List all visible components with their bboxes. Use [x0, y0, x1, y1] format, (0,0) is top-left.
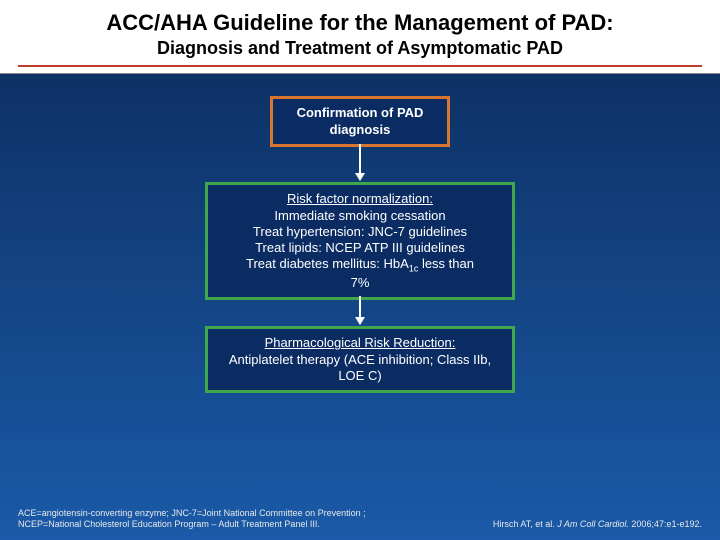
node-risk-l5: 7%: [351, 275, 370, 290]
citation-post: 2006;47:e1-e192.: [629, 519, 702, 529]
slide-header: ACC/AHA Guideline for the Management of …: [0, 0, 720, 74]
node-risk-l3: Treat lipids: NCEP ATP III guidelines: [255, 240, 465, 255]
slide-subtitle: Diagnosis and Treatment of Asymptomatic …: [18, 38, 702, 59]
node-confirmation: Confirmation of PAD diagnosis: [270, 96, 450, 147]
node-confirmation-line2: diagnosis: [330, 122, 391, 137]
footnote-abbrev: ACE=angiotensin-converting enzyme; JNC-7…: [18, 508, 366, 531]
footnote-citation: Hirsch AT, et al. J Am Coll Cardiol. 200…: [493, 519, 702, 530]
citation-pre: Hirsch AT, et al.: [493, 519, 557, 529]
node-pharm-l2: LOE C): [338, 368, 381, 383]
node-confirmation-line1: Confirmation of PAD: [297, 105, 424, 120]
arrow-1: [359, 144, 361, 180]
node-risk-l1: Immediate smoking cessation: [274, 208, 445, 223]
node-risk-factors: Risk factor normalization: Immediate smo…: [205, 182, 515, 300]
divider-redline: [18, 65, 702, 67]
node-risk-l2: Treat hypertension: JNC-7 guidelines: [253, 224, 467, 239]
flowchart-canvas: Confirmation of PAD diagnosis Risk facto…: [0, 74, 720, 504]
node-pharmacological: Pharmacological Risk Reduction: Antiplat…: [205, 326, 515, 393]
slide-title: ACC/AHA Guideline for the Management of …: [18, 10, 702, 36]
node-risk-l4-sub: 1c: [409, 264, 419, 274]
citation-ital: J Am Coll Cardiol.: [557, 519, 629, 529]
node-risk-heading: Risk factor normalization:: [287, 191, 433, 206]
abbrev-line1: ACE=angiotensin-converting enzyme; JNC-7…: [18, 508, 366, 518]
abbrev-line2: NCEP=National Cholesterol Education Prog…: [18, 519, 320, 529]
arrow-2: [359, 296, 361, 324]
node-pharm-l1: Antiplatelet therapy (ACE inhibition; Cl…: [229, 352, 491, 367]
node-risk-l4b: less than: [418, 256, 474, 271]
node-risk-l4a: Treat diabetes mellitus: HbA: [246, 256, 409, 271]
node-pharm-heading: Pharmacological Risk Reduction:: [265, 335, 456, 350]
slide-footer: ACE=angiotensin-converting enzyme; JNC-7…: [0, 508, 720, 531]
